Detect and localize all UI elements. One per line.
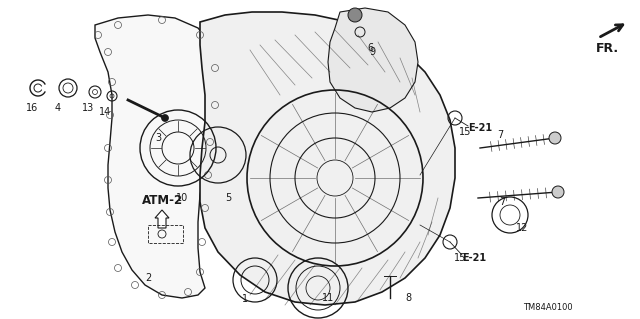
Text: 12: 12: [516, 223, 528, 233]
Circle shape: [549, 132, 561, 144]
Text: 10: 10: [176, 193, 188, 203]
Bar: [148, 225, 183, 243]
Text: 15: 15: [459, 127, 471, 137]
Polygon shape: [200, 12, 455, 305]
Polygon shape: [95, 15, 218, 298]
Circle shape: [161, 115, 168, 122]
Circle shape: [552, 186, 564, 198]
Text: 15: 15: [454, 253, 466, 263]
Polygon shape: [155, 210, 169, 228]
Text: 7: 7: [499, 197, 505, 207]
Text: E-21: E-21: [468, 123, 492, 133]
Text: 1: 1: [242, 294, 248, 304]
Text: 6: 6: [367, 43, 373, 53]
Text: E-21: E-21: [462, 253, 486, 263]
Circle shape: [348, 8, 362, 22]
Text: FR.: FR.: [596, 41, 619, 55]
Text: 11: 11: [322, 293, 334, 303]
Text: TM84A0100: TM84A0100: [523, 303, 573, 313]
Text: 13: 13: [82, 103, 94, 113]
Text: 7: 7: [497, 130, 503, 140]
Text: 3: 3: [155, 133, 161, 143]
Text: 4: 4: [55, 103, 61, 113]
Text: ATM-2: ATM-2: [141, 194, 182, 206]
Text: 9: 9: [369, 47, 375, 57]
Text: 2: 2: [145, 273, 151, 283]
Text: 14: 14: [99, 107, 111, 117]
Text: 16: 16: [26, 103, 38, 113]
Text: 8: 8: [405, 293, 411, 303]
Polygon shape: [328, 8, 418, 112]
Text: 5: 5: [225, 193, 231, 203]
